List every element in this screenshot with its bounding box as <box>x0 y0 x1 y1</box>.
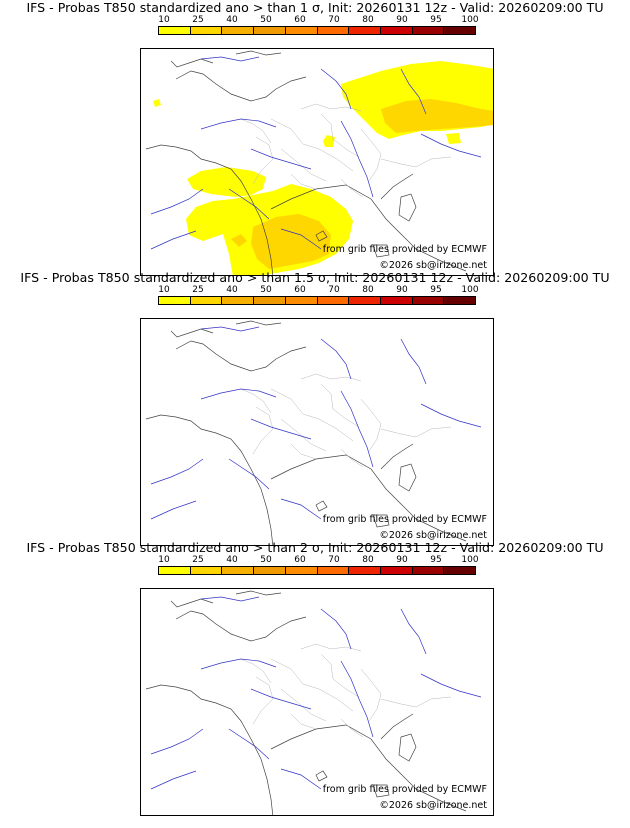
colorbar-labels: 10 25 40 50 60 70 80 90 95 100 <box>158 555 479 565</box>
colorbar-tick-label: 25 <box>192 15 204 25</box>
colorbar-box <box>190 567 223 574</box>
colorbar-tick-label: 60 <box>294 15 306 25</box>
colorbar-tick-label: 80 <box>362 285 374 295</box>
country-borders <box>145 50 467 275</box>
colorbar-boxes <box>158 566 476 575</box>
colorbar-tick-label: 100 <box>461 555 479 565</box>
admin-boundaries <box>240 643 452 738</box>
colorbar-tick-label: 70 <box>328 555 340 565</box>
basemap <box>145 320 482 545</box>
colorbar-legend: 10 25 40 50 60 70 80 90 95 100 <box>158 15 479 45</box>
colorbar-tick-label: 80 <box>362 555 374 565</box>
basemap <box>145 50 493 275</box>
colorbar-legend: 10 25 40 50 60 70 80 90 95 100 <box>158 555 479 585</box>
colorbar-box <box>159 297 191 304</box>
colorbar-boxes <box>158 296 476 305</box>
credit-copyright: ©2026 sb@irizone.net <box>379 800 487 811</box>
colorbar-box <box>317 297 350 304</box>
panel-title: IFS - Probas T850 standardized ano > tha… <box>20 270 610 285</box>
credit-source: from grib files provided by ECMWF <box>322 244 487 255</box>
colorbar-tick-label: 50 <box>260 555 272 565</box>
colorbar-box <box>349 27 381 34</box>
colorbar-box <box>349 567 381 574</box>
colorbar-box <box>317 567 350 574</box>
colorbar-box <box>285 27 318 34</box>
rivers <box>150 326 482 520</box>
colorbar-box <box>444 27 476 34</box>
colorbar-box <box>159 567 191 574</box>
colorbar-tick-label: 25 <box>192 285 204 295</box>
colorbar-box <box>222 567 255 574</box>
colorbar-tick-label: 100 <box>461 15 479 25</box>
colorbar-box <box>317 27 350 34</box>
rivers <box>150 596 482 790</box>
colorbar-boxes <box>158 26 476 35</box>
country-borders <box>145 320 467 545</box>
colorbar-tick-label: 95 <box>430 285 442 295</box>
credit-copyright: ©2026 sb@irizone.net <box>379 260 487 271</box>
colorbar-tick-label: 50 <box>260 15 272 25</box>
map-panel-3: IFS - Probas T850 standardized ano > tha… <box>0 540 630 816</box>
map-panel-2: IFS - Probas T850 standardized ano > tha… <box>0 270 630 546</box>
colorbar-box <box>380 27 413 34</box>
colorbar-tick-label: 40 <box>226 15 238 25</box>
colorbar-tick-label: 60 <box>294 555 306 565</box>
probability-map: from grib files provided by ECMWF ©2026 … <box>140 588 494 816</box>
map-panel-1: IFS - Probas T850 standardized ano > tha… <box>0 0 630 276</box>
colorbar-box <box>349 297 381 304</box>
colorbar-tick-label: 10 <box>158 15 170 25</box>
colorbar-box <box>285 297 318 304</box>
colorbar-tick-label: 25 <box>192 555 204 565</box>
colorbar-tick-label: 95 <box>430 555 442 565</box>
colorbar-tick-label: 10 <box>158 285 170 295</box>
colorbar-tick-label: 70 <box>328 285 340 295</box>
colorbar-tick-label: 90 <box>396 555 408 565</box>
colorbar-tick-label: 50 <box>260 285 272 295</box>
colorbar-box <box>254 297 286 304</box>
colorbar-legend: 10 25 40 50 60 70 80 90 95 100 <box>158 285 479 315</box>
colorbar-tick-label: 60 <box>294 285 306 295</box>
colorbar-box <box>444 297 476 304</box>
colorbar-box <box>412 297 445 304</box>
colorbar-box <box>285 567 318 574</box>
probability-map: from grib files provided by ECMWF ©2026 … <box>140 318 494 546</box>
colorbar-box <box>222 297 255 304</box>
rivers <box>150 56 482 250</box>
colorbar-labels: 10 25 40 50 60 70 80 90 95 100 <box>158 15 479 25</box>
colorbar-labels: 10 25 40 50 60 70 80 90 95 100 <box>158 285 479 295</box>
colorbar-tick-label: 10 <box>158 555 170 565</box>
colorbar-box <box>444 567 476 574</box>
colorbar-tick-label: 70 <box>328 15 340 25</box>
colorbar-box <box>254 27 286 34</box>
colorbar-box <box>222 27 255 34</box>
panel-title: IFS - Probas T850 standardized ano > tha… <box>26 0 604 15</box>
panel-title: IFS - Probas T850 standardized ano > tha… <box>26 540 604 555</box>
colorbar-box <box>412 27 445 34</box>
colorbar-tick-label: 80 <box>362 15 374 25</box>
colorbar-tick-label: 90 <box>396 285 408 295</box>
probability-shading <box>153 61 493 275</box>
colorbar-box <box>380 297 413 304</box>
colorbar-box <box>380 567 413 574</box>
colorbar-tick-label: 40 <box>226 555 238 565</box>
admin-boundaries <box>240 373 452 468</box>
colorbar-box <box>412 567 445 574</box>
basemap <box>145 590 482 815</box>
colorbar-box <box>254 567 286 574</box>
colorbar-tick-label: 90 <box>396 15 408 25</box>
credit-source: from grib files provided by ECMWF <box>322 784 487 795</box>
colorbar-box <box>190 27 223 34</box>
colorbar-tick-label: 95 <box>430 15 442 25</box>
credit-copyright: ©2026 sb@irizone.net <box>379 530 487 541</box>
colorbar-tick-label: 40 <box>226 285 238 295</box>
colorbar-box <box>159 27 191 34</box>
colorbar-box <box>190 297 223 304</box>
colorbar-tick-label: 100 <box>461 285 479 295</box>
country-borders <box>145 590 467 815</box>
credit-source: from grib files provided by ECMWF <box>322 514 487 525</box>
probability-map: from grib files provided by ECMWF ©2026 … <box>140 48 494 276</box>
admin-boundaries <box>240 103 452 198</box>
